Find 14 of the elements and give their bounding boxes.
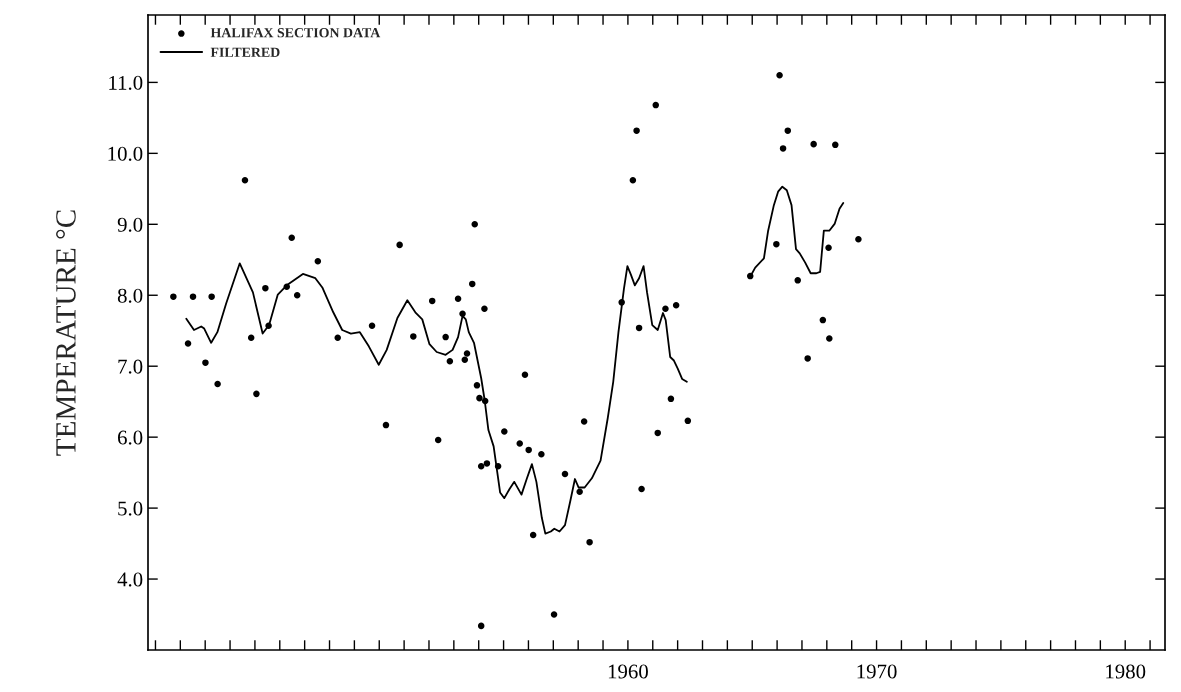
y-tick-label: 8.0 bbox=[117, 288, 143, 303]
legend-label: FILTERED bbox=[210, 47, 280, 57]
x-tick-label: 1960 bbox=[608, 664, 648, 679]
y-tick-label: 9.0 bbox=[117, 217, 143, 232]
y-tick-label: 6.0 bbox=[117, 430, 143, 445]
y-tick-label: 11.0 bbox=[109, 75, 143, 90]
x-tick-label: 1980 bbox=[1106, 664, 1146, 679]
y-tick-label: 10.0 bbox=[108, 146, 143, 161]
y-tick-label: 5.0 bbox=[118, 501, 143, 516]
y-tick-label: 7.0 bbox=[118, 359, 143, 374]
x-tick-label: 1970 bbox=[857, 664, 897, 679]
y-axis-title: TEMPERATURE °C bbox=[56, 210, 76, 456]
legend-label: HALIFAX SECTION DATA bbox=[210, 28, 381, 38]
y-tick-label: 4.0 bbox=[117, 572, 143, 587]
